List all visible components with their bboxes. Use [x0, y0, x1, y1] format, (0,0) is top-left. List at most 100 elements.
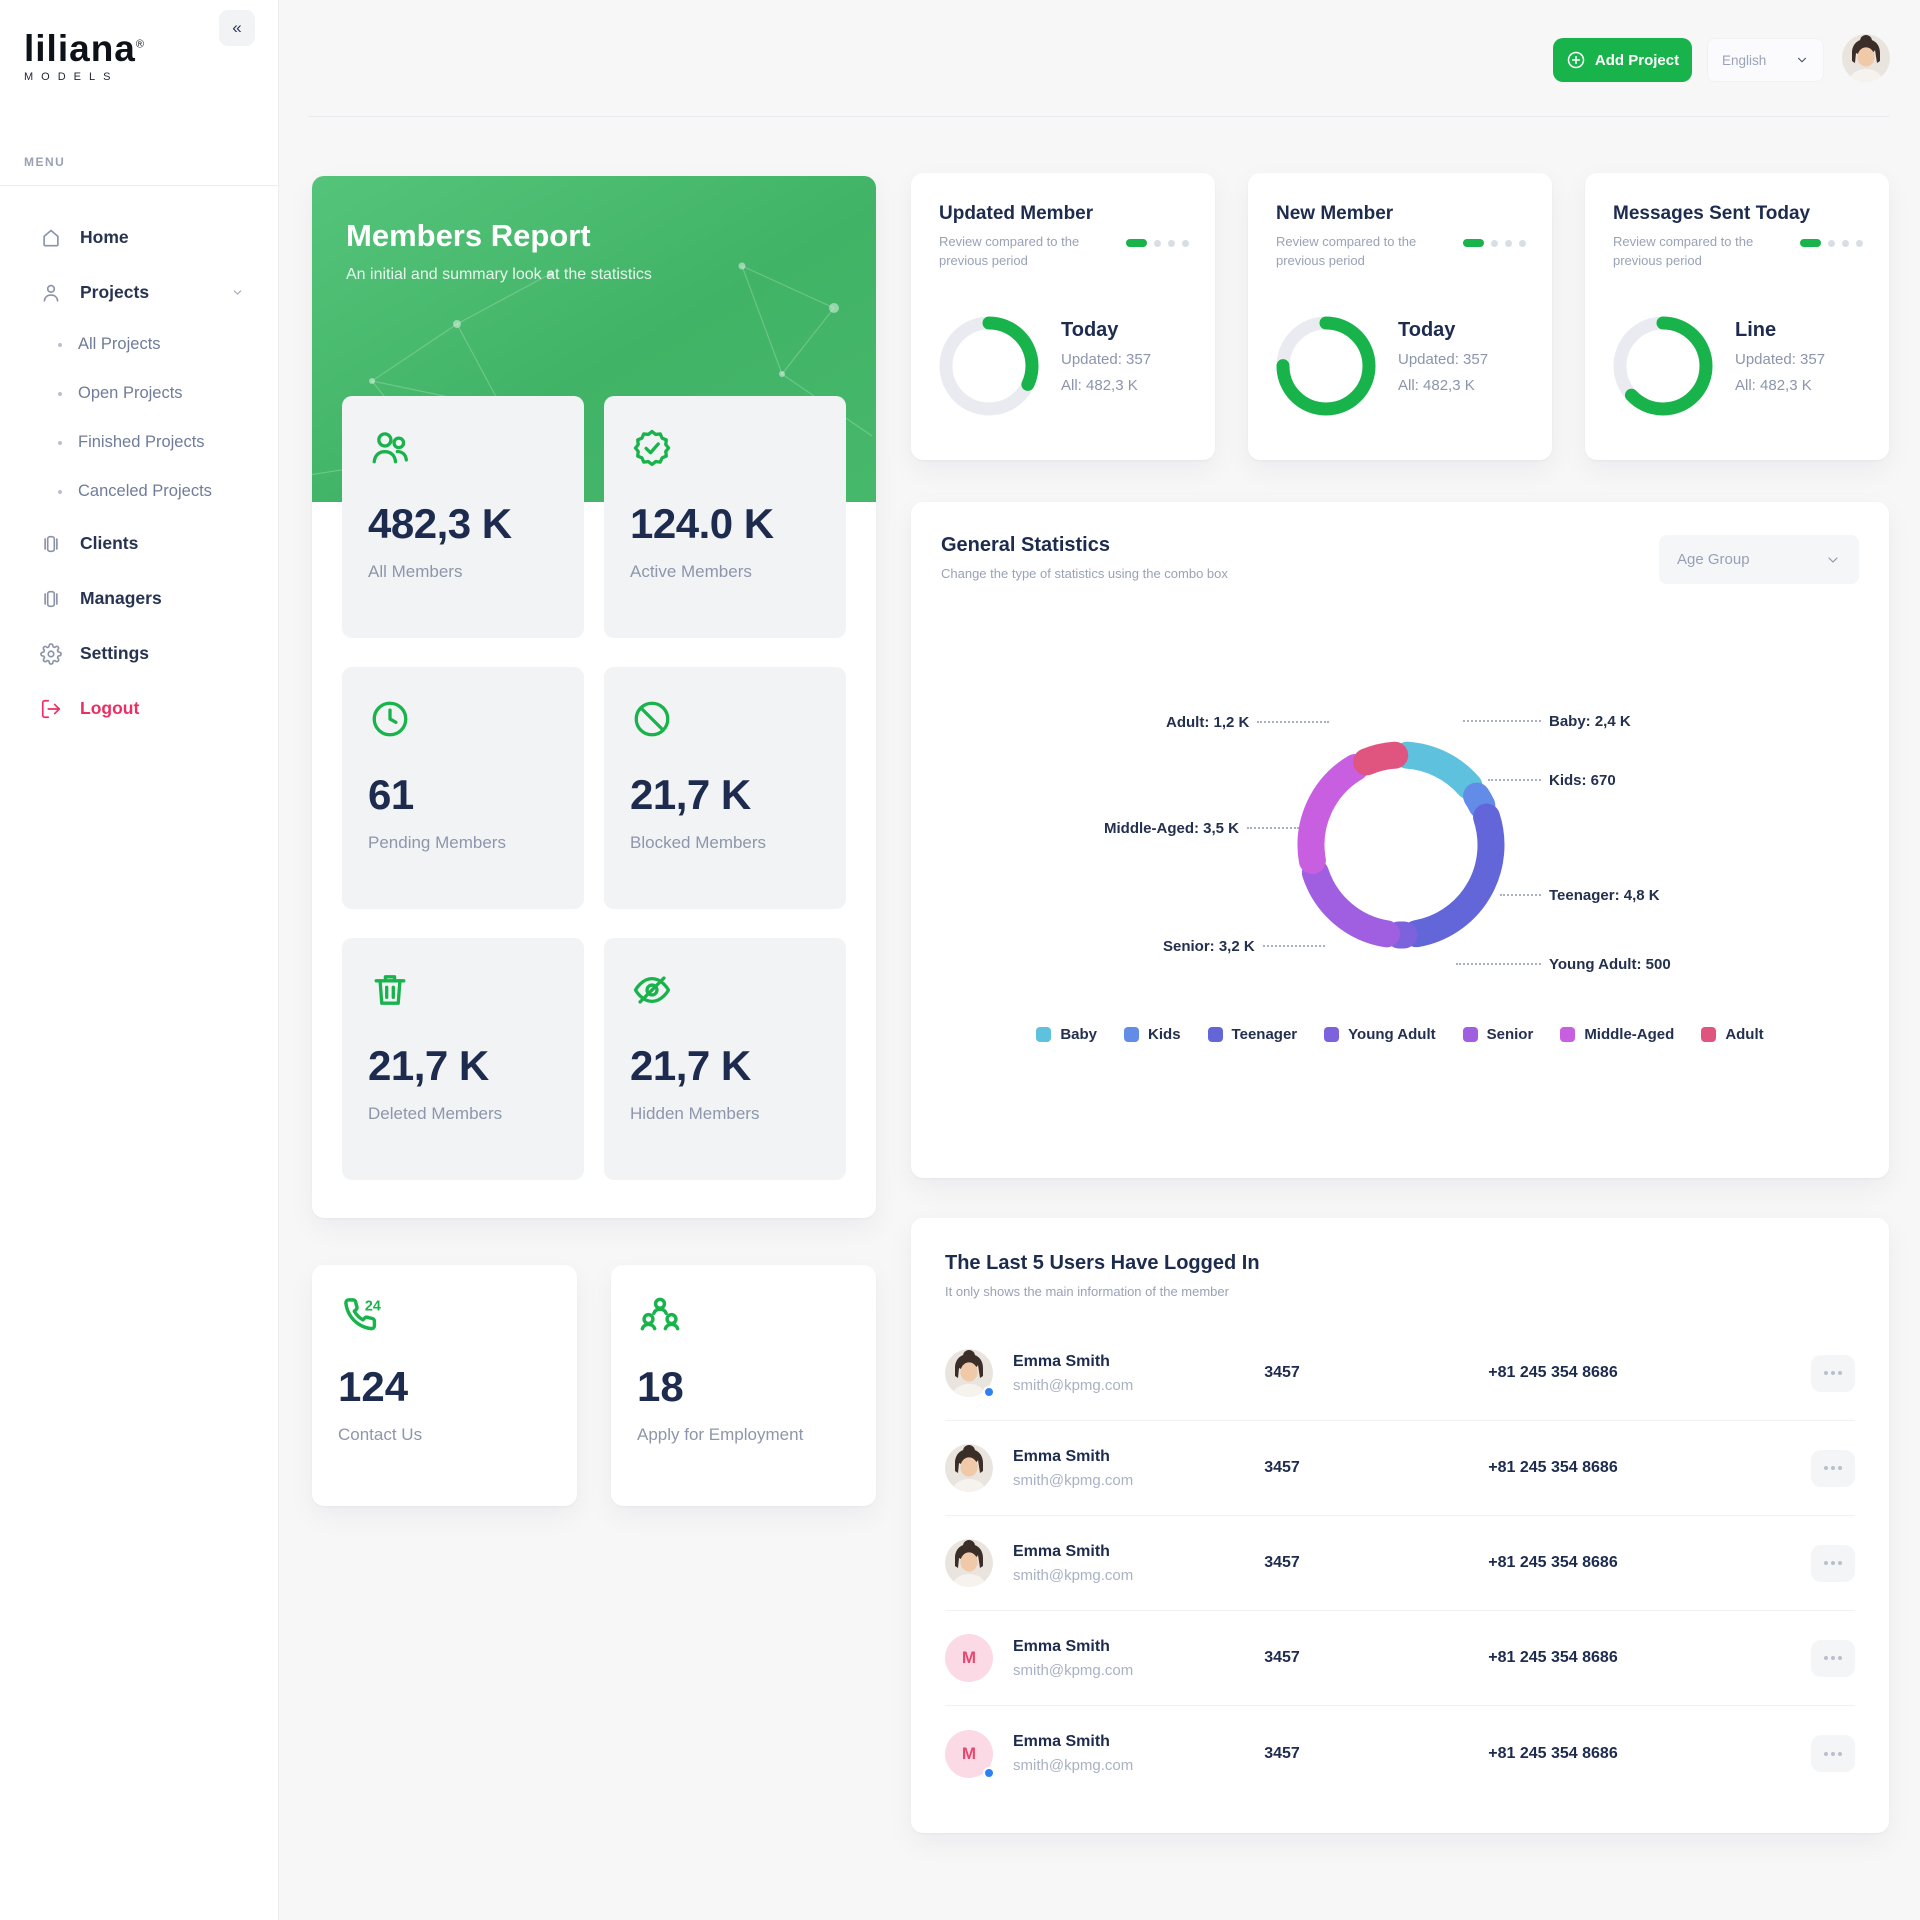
donut-label-teenager: Teenager: 4,8 K: [1500, 884, 1660, 906]
avatar: [945, 1444, 993, 1492]
briefcase-icon: [44, 535, 58, 552]
user-phone: +81 245 354 8686: [1488, 1364, 1618, 1381]
stat-tile-active-members: 124.0 K Active Members: [604, 396, 846, 638]
legend-item-senior[interactable]: Senior: [1462, 1026, 1533, 1043]
user-email: smith@kpmg.com: [1013, 1376, 1134, 1394]
last-users-title: The Last 5 Users Have Logged In: [945, 1252, 1260, 1274]
stat-value: 21,7 K: [630, 771, 751, 818]
stat-card-title: New Member: [1276, 203, 1394, 224]
language-select[interactable]: English: [1707, 38, 1824, 82]
chart-legend: Baby Kids Teenager Young Adult Senior Mi…: [911, 1026, 1889, 1043]
sidebar-subitem-label: Canceled Projects: [78, 482, 212, 500]
trash-icon: [374, 975, 406, 1005]
language-value: English: [1722, 52, 1767, 68]
sidebar-subitem-label: All Projects: [78, 335, 161, 353]
sidebar-item-label: Projects: [80, 282, 150, 302]
new-member-card: New Member Review compared to the previo…: [1248, 173, 1552, 460]
row-actions-button[interactable]: [1811, 1735, 1855, 1772]
sidebar-item-open-projects[interactable]: Open Projects: [0, 369, 278, 418]
user-email: smith@kpmg.com: [1013, 1471, 1134, 1489]
legend-item-middle-aged[interactable]: Middle-Aged: [1560, 1026, 1674, 1043]
sidebar-nav: Home Projects All Projects Open Projects…: [0, 210, 278, 736]
sidebar-subitem-label: Finished Projects: [78, 433, 205, 451]
stat-card-title: Updated Member: [939, 203, 1094, 224]
progress-indicator-dots: [1800, 239, 1863, 247]
sidebar-item-home[interactable]: Home: [0, 210, 278, 265]
last-users-card: The Last 5 Users Have Logged In It only …: [911, 1218, 1889, 1833]
people-group-icon: [640, 1297, 680, 1331]
legend-swatch: [1124, 1027, 1140, 1042]
quick-card-label: Apply for Employment: [637, 1425, 804, 1444]
sidebar-item-finished-projects[interactable]: Finished Projects: [0, 418, 278, 467]
donut-label-kids: Kids: 670: [1488, 769, 1616, 791]
sidebar-item-settings[interactable]: Settings: [0, 626, 278, 681]
contact-us-card: 24 124 Contact Us: [312, 1265, 577, 1506]
stat-label: Deleted Members: [368, 1104, 503, 1123]
sidebar-item-projects[interactable]: Projects: [0, 265, 278, 320]
sidebar-item-label: Home: [80, 227, 129, 247]
bullet-icon: [58, 391, 62, 396]
sidebar-item-label: Clients: [80, 533, 139, 553]
sidebar-item-all-projects[interactable]: All Projects: [0, 320, 278, 369]
row-actions-button[interactable]: [1811, 1354, 1855, 1392]
menu-section-label: MENU: [24, 155, 66, 169]
age-group-select[interactable]: Age Group: [1659, 535, 1859, 584]
user-email: smith@kpmg.com: [1013, 1661, 1134, 1679]
stat-value: 21,7 K: [368, 1042, 489, 1089]
stat-tile-hidden-members: 21,7 K Hidden Members: [604, 938, 846, 1180]
stat-label: Hidden Members: [630, 1104, 760, 1123]
table-row: M Emma Smith smith@kpmg.com 3457 +81 245…: [945, 1706, 1855, 1801]
online-status-dot: [983, 1766, 995, 1779]
user-name: Emma Smith: [1013, 1637, 1110, 1655]
general-statistics-title: General Statistics: [941, 534, 1110, 556]
donut-label-adult: Adult: 1,2 K: [1166, 711, 1330, 733]
table-row: Emma Smith smith@kpmg.com 3457 +81 245 3…: [945, 1326, 1855, 1421]
sidebar-item-managers[interactable]: Managers: [0, 571, 278, 626]
legend-swatch: [1560, 1027, 1576, 1042]
svg-text:24: 24: [365, 1298, 381, 1314]
progress-ring-chart: [934, 311, 1044, 421]
member-number: 3457: [1264, 1744, 1300, 1762]
online-status-dot: [983, 1386, 995, 1398]
ellipsis-icon: [1824, 1751, 1828, 1756]
sidebar-item-canceled-projects[interactable]: Canceled Projects: [0, 467, 278, 516]
legend-item-baby[interactable]: Baby: [1036, 1026, 1097, 1043]
brand-tagline: MODELS: [24, 71, 119, 83]
stat-label: All Members: [368, 562, 463, 581]
stat-tile-deleted-members: 21,7 K Deleted Members: [342, 938, 584, 1180]
chevron-down-icon: [1797, 57, 1807, 63]
legend-item-adult[interactable]: Adult: [1701, 1026, 1764, 1043]
user-email: smith@kpmg.com: [1013, 1757, 1134, 1774]
general-statistics-card: General Statistics Change the type of st…: [911, 502, 1889, 1178]
user-phone: +81 245 354 8686: [1488, 1649, 1618, 1666]
stat-tile-blocked-members: 21,7 K Blocked Members: [604, 667, 846, 909]
progress-indicator-dots: [1126, 239, 1189, 247]
table-row: Emma Smith smith@kpmg.com 3457 +81 245 3…: [945, 1421, 1855, 1516]
row-actions-button[interactable]: [1811, 1544, 1855, 1582]
stat-label: Blocked Members: [630, 833, 767, 852]
user-name: Emma Smith: [1013, 1352, 1110, 1370]
user-avatar[interactable]: [1842, 34, 1890, 82]
progress-ring-chart: [1608, 311, 1718, 421]
sidebar-item-clients[interactable]: Clients: [0, 516, 278, 571]
chevron-down-icon: [233, 290, 242, 295]
avatar-letter: M: [945, 1634, 993, 1682]
legend-item-teenager[interactable]: Teenager: [1207, 1026, 1297, 1043]
avatar-photo: [945, 1444, 993, 1492]
row-actions-button[interactable]: [1811, 1639, 1855, 1677]
legend-item-kids[interactable]: Kids: [1124, 1026, 1181, 1043]
add-project-button[interactable]: Add Project: [1553, 38, 1692, 82]
user-phone: +81 245 354 8686: [1488, 1554, 1618, 1571]
legend-item-young-adult[interactable]: Young Adult: [1324, 1026, 1436, 1043]
donut-label-baby: Baby: 2,4 K: [1463, 710, 1631, 732]
leader-line: [1488, 779, 1541, 781]
leader-line: [1463, 720, 1541, 722]
clock-icon: [372, 701, 408, 737]
sidebar-item-logout[interactable]: Logout: [0, 681, 278, 736]
row-actions-button[interactable]: [1811, 1449, 1855, 1487]
user-email: smith@kpmg.com: [1013, 1566, 1134, 1584]
bullet-icon: [58, 342, 62, 347]
all-count: All: 482,3 K: [1061, 377, 1138, 394]
member-number: 3457: [1264, 1554, 1300, 1571]
sidebar-collapse-button[interactable]: «: [219, 10, 255, 46]
